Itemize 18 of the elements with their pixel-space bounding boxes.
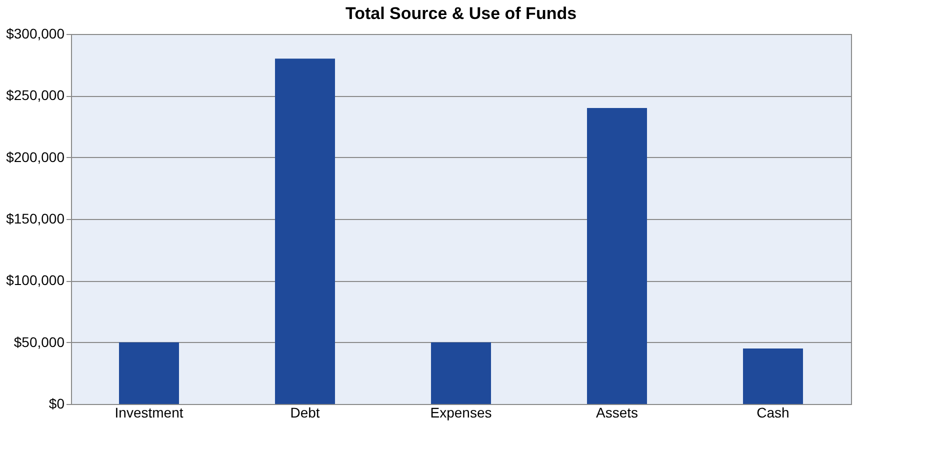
bar [431, 342, 491, 404]
y-tick-label: $200,000 [6, 148, 65, 165]
bar [119, 342, 179, 404]
bar [275, 58, 335, 404]
y-tick-label: $50,000 [14, 334, 65, 350]
bar [743, 348, 803, 404]
x-tick-label: Assets [596, 404, 638, 420]
y-tick-label: $100,000 [6, 272, 65, 288]
x-tick-label: Expenses [430, 404, 492, 420]
x-tick-label: Cash [756, 404, 790, 420]
bar [587, 108, 647, 404]
x-tick-label: Debt [290, 404, 320, 420]
chart-title: Total Source & Use of Funds [345, 4, 577, 23]
y-tick-label: $0 [48, 396, 65, 412]
x-tick-label: Investment [114, 404, 184, 420]
y-tick-label: $300,000 [6, 26, 65, 42]
y-tick-label: $150,000 [6, 210, 65, 226]
y-tick-label: $250,000 [6, 87, 65, 104]
